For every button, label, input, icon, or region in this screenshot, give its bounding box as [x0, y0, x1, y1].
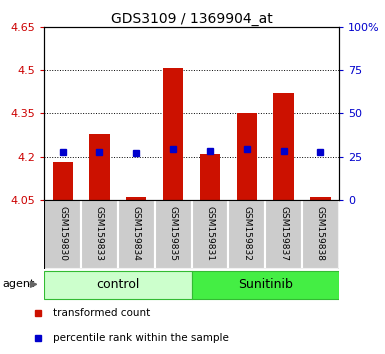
Text: Sunitinib: Sunitinib: [238, 278, 293, 291]
Bar: [44, 200, 81, 269]
Bar: [200, 154, 220, 200]
Text: GSM159831: GSM159831: [206, 206, 214, 261]
Bar: [118, 200, 155, 269]
Bar: [44, 270, 192, 299]
Bar: [310, 197, 330, 200]
Text: transformed count: transformed count: [53, 308, 151, 318]
Text: GSM159833: GSM159833: [95, 206, 104, 261]
Bar: [126, 197, 146, 200]
Bar: [192, 270, 339, 299]
Bar: [228, 200, 265, 269]
Text: percentile rank within the sample: percentile rank within the sample: [53, 333, 229, 343]
Text: agent: agent: [2, 279, 35, 289]
Bar: [155, 200, 192, 269]
Text: GSM159832: GSM159832: [242, 206, 251, 261]
Bar: [89, 133, 110, 200]
Bar: [302, 200, 339, 269]
Text: GSM159834: GSM159834: [132, 206, 141, 261]
Bar: [53, 162, 73, 200]
Bar: [273, 93, 294, 200]
Text: GSM159830: GSM159830: [58, 206, 67, 261]
Bar: [237, 113, 257, 200]
Bar: [192, 200, 228, 269]
Text: control: control: [96, 278, 140, 291]
Bar: [265, 200, 302, 269]
Bar: [163, 68, 183, 200]
Text: GSM159837: GSM159837: [279, 206, 288, 261]
Bar: [81, 200, 118, 269]
Text: GSM159838: GSM159838: [316, 206, 325, 261]
Title: GDS3109 / 1369904_at: GDS3109 / 1369904_at: [110, 12, 273, 25]
Text: GSM159835: GSM159835: [169, 206, 177, 261]
